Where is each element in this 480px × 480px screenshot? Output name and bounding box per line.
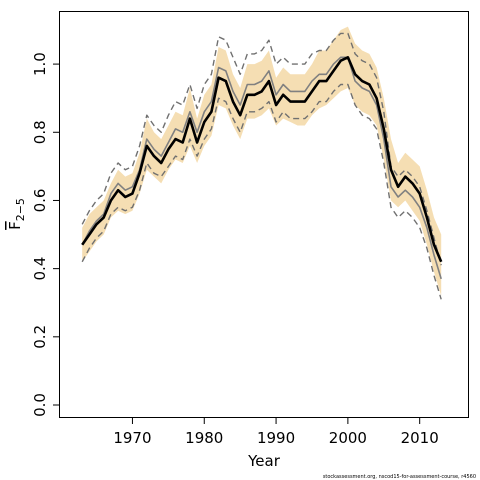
y-axis-title-subscript: 2−5	[14, 198, 27, 221]
y-axis: 0.0 0.2 0.4 0.6 0.8 1.0	[31, 52, 60, 417]
x-axis: 1970 1980 1990 2000 2010	[113, 417, 439, 447]
svg-text:F2−5: F2−5	[6, 198, 27, 230]
y-tick-label: 0.2	[31, 325, 49, 349]
x-tick-label: 1980	[185, 429, 223, 447]
y-tick-label: 0.8	[31, 120, 49, 144]
plot-area	[59, 11, 469, 418]
x-axis-title: Year	[247, 452, 281, 470]
y-tick-label: 1.0	[31, 52, 49, 76]
x-tick-label: 1990	[257, 429, 295, 447]
y-tick-label: 0.4	[31, 257, 49, 281]
plot-frame	[59, 11, 469, 418]
credit-text: stockassessment.org, nscod15-for-assessm…	[323, 474, 476, 480]
x-tick-label: 2010	[401, 429, 439, 447]
y-tick-label: 0.0	[31, 393, 49, 417]
y-tick-label: 0.6	[31, 189, 49, 213]
series-lines	[81, 32, 443, 300]
y-axis-title-main: F	[6, 221, 24, 230]
series-line-comparison-upper	[81, 32, 442, 266]
x-tick-label: 2000	[329, 429, 367, 447]
x-tick-label: 1970	[113, 429, 151, 447]
series-line-estimate	[81, 55, 443, 263]
series-line-comparison-lower	[81, 83, 442, 300]
y-axis-title: F2−5	[6, 198, 27, 230]
